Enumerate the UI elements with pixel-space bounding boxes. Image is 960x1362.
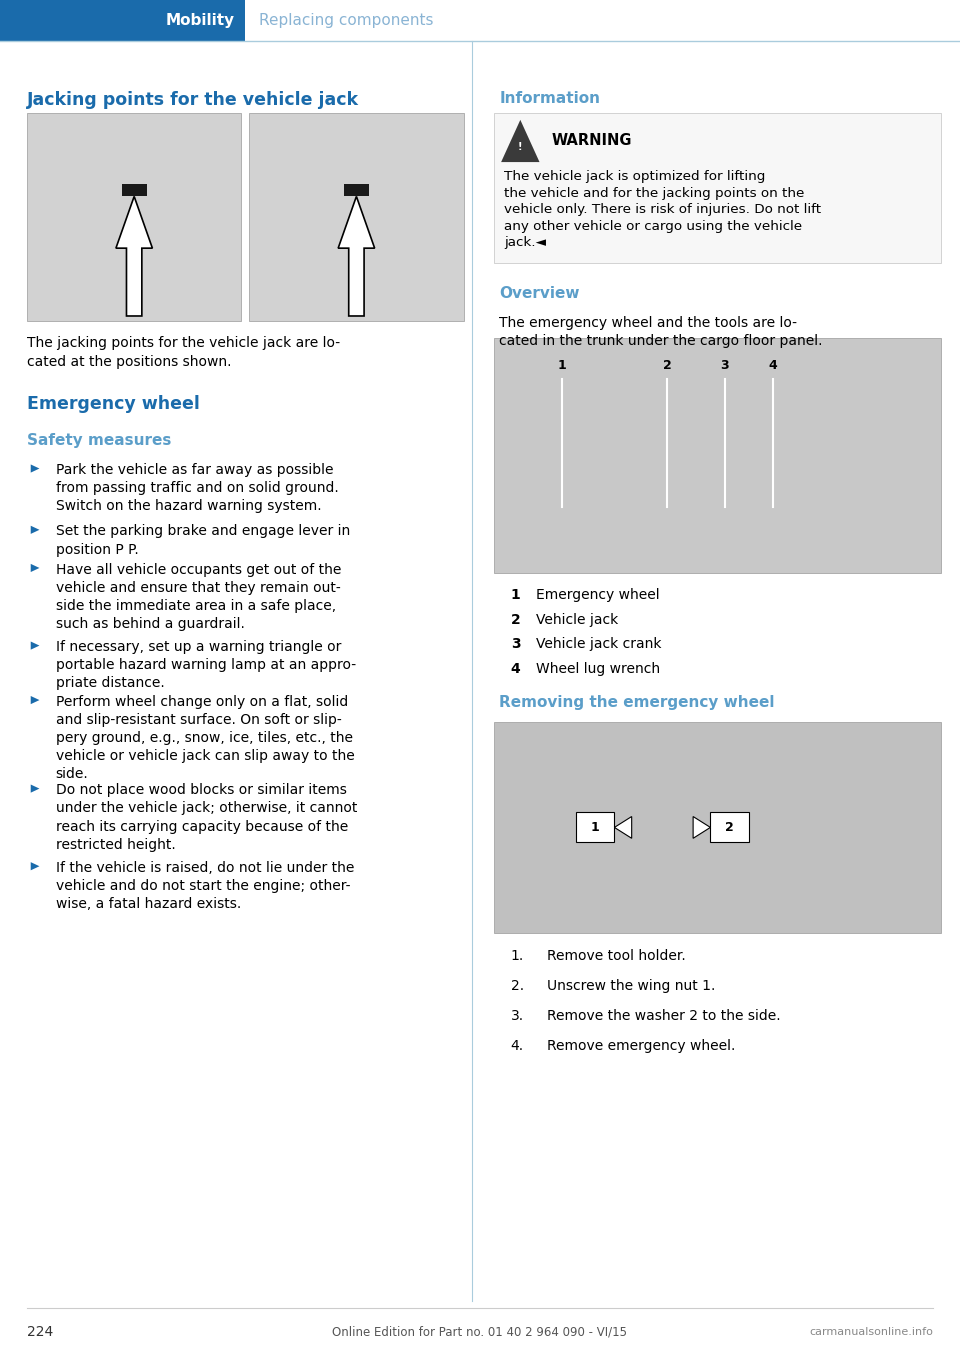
Text: 224: 224 <box>27 1325 53 1339</box>
Text: 3: 3 <box>721 358 729 372</box>
Text: Perform wheel change only on a flat, solid
and slip-resistant surface. On soft o: Perform wheel change only on a flat, sol… <box>56 695 354 782</box>
Text: !: ! <box>518 142 522 153</box>
Polygon shape <box>116 196 153 316</box>
Text: Set the parking brake and engage lever in
position P P.: Set the parking brake and engage lever i… <box>56 524 350 557</box>
Bar <box>494 113 941 263</box>
Text: Wheel lug wrench: Wheel lug wrench <box>536 662 660 676</box>
Text: 2: 2 <box>662 358 672 372</box>
Polygon shape <box>31 464 39 473</box>
Text: Jacking points for the vehicle jack: Jacking points for the vehicle jack <box>27 91 359 109</box>
Text: Have all vehicle occupants get out of the
vehicle and ensure that they remain ou: Have all vehicle occupants get out of th… <box>56 563 341 631</box>
Polygon shape <box>31 526 39 534</box>
Text: 4: 4 <box>511 662 520 676</box>
Text: Removing the emergency wheel: Removing the emergency wheel <box>499 695 775 710</box>
Text: 1: 1 <box>557 358 566 372</box>
Text: carmanualsonline.info: carmanualsonline.info <box>809 1327 933 1337</box>
Text: Overview: Overview <box>499 286 580 301</box>
Bar <box>122 184 147 196</box>
Text: Safety measures: Safety measures <box>27 433 171 448</box>
Text: 2.: 2. <box>511 979 524 993</box>
Bar <box>344 184 369 196</box>
Text: 1.: 1. <box>511 949 524 963</box>
Text: 1: 1 <box>511 588 520 602</box>
Text: 4: 4 <box>768 358 778 372</box>
Polygon shape <box>31 696 39 704</box>
Text: If the vehicle is raised, do not lie under the
vehicle and do not start the engi: If the vehicle is raised, do not lie und… <box>56 861 354 911</box>
Bar <box>0 0 245 41</box>
Bar <box>710 812 749 842</box>
Text: Do not place wood blocks or similar items
under the vehicle jack; otherwise, it : Do not place wood blocks or similar item… <box>56 783 357 851</box>
Text: 3.: 3. <box>511 1009 524 1023</box>
Text: Vehicle jack crank: Vehicle jack crank <box>536 637 661 651</box>
Polygon shape <box>31 785 39 793</box>
Text: 1: 1 <box>590 821 600 834</box>
Text: The emergency wheel and the tools are lo-
cated in the trunk under the cargo flo: The emergency wheel and the tools are lo… <box>499 316 823 349</box>
Bar <box>250 113 464 321</box>
Bar <box>494 338 941 573</box>
Polygon shape <box>693 817 710 839</box>
Polygon shape <box>31 564 39 572</box>
Text: Information: Information <box>499 91 600 106</box>
Text: Remove the washer 2 to the side.: Remove the washer 2 to the side. <box>547 1009 780 1023</box>
Text: 4.: 4. <box>511 1039 524 1053</box>
Polygon shape <box>614 817 632 839</box>
Text: Vehicle jack: Vehicle jack <box>536 613 618 627</box>
Text: If necessary, set up a warning triangle or
portable hazard warning lamp at an ap: If necessary, set up a warning triangle … <box>56 640 356 691</box>
Text: Park the vehicle as far away as possible
from passing traffic and on solid groun: Park the vehicle as far away as possible… <box>56 463 339 513</box>
Bar <box>27 113 242 321</box>
Bar <box>494 722 941 933</box>
Text: 2: 2 <box>725 821 734 834</box>
Text: WARNING: WARNING <box>552 132 633 148</box>
Text: Remove tool holder.: Remove tool holder. <box>547 949 686 963</box>
Text: Replacing components: Replacing components <box>259 12 434 29</box>
Polygon shape <box>501 120 540 162</box>
Polygon shape <box>338 196 374 316</box>
Text: Emergency wheel: Emergency wheel <box>536 588 660 602</box>
Text: The jacking points for the vehicle jack are lo-
cated at the positions shown.: The jacking points for the vehicle jack … <box>27 336 340 369</box>
Text: Online Edition for Part no. 01 40 2 964 090 - VI/15: Online Edition for Part no. 01 40 2 964 … <box>332 1325 628 1339</box>
Polygon shape <box>31 862 39 870</box>
Text: The vehicle jack is optimized for lifting
the vehicle and for the jacking points: The vehicle jack is optimized for liftin… <box>504 170 821 249</box>
Text: 2: 2 <box>511 613 520 627</box>
Text: Unscrew the wing nut 1.: Unscrew the wing nut 1. <box>547 979 715 993</box>
Bar <box>576 812 614 842</box>
Polygon shape <box>31 642 39 650</box>
Text: Mobility: Mobility <box>166 12 235 29</box>
Text: 3: 3 <box>511 637 520 651</box>
Text: Emergency wheel: Emergency wheel <box>27 395 200 413</box>
Text: Remove emergency wheel.: Remove emergency wheel. <box>547 1039 735 1053</box>
